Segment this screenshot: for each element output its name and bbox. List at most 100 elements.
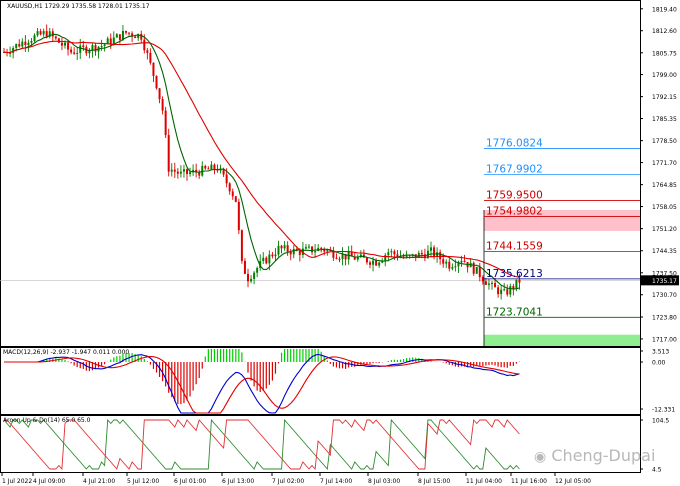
candle-body (503, 289, 506, 291)
candle-body (164, 110, 167, 136)
candle-body (146, 50, 149, 53)
time-axis-label: 6 Jul 13:00 (222, 478, 254, 485)
candle-body (359, 254, 362, 258)
candle-body (484, 281, 487, 285)
time-axis-label: 6 Jul 01:00 (174, 478, 206, 485)
level-label: 1767.9902 (486, 164, 543, 176)
candle-body (167, 135, 170, 172)
time-axis-label: 7 Jul 02:00 (272, 478, 304, 485)
candle-body (60, 42, 63, 46)
time-axis-label: 4 Jul 09:00 (33, 478, 65, 485)
price-axis-label: 1812.60 (652, 28, 677, 35)
candle-body (292, 248, 295, 255)
macd-panel (4, 349, 521, 414)
candle-body (332, 250, 335, 258)
price-axis-label: 1819.40 (652, 6, 677, 13)
candle-body (262, 257, 265, 262)
candle-body (189, 172, 192, 174)
candle-body (454, 266, 457, 268)
candle-body (247, 273, 249, 282)
candle-body (311, 246, 314, 253)
candle-body (149, 52, 152, 63)
candle-body (21, 41, 24, 47)
macd-axis-label: 0.00 (652, 360, 666, 367)
time-axis-label: 5 Jul 12:00 (127, 478, 159, 485)
candle-body (365, 257, 368, 263)
candle-body (265, 257, 268, 264)
candle-body (54, 36, 57, 39)
candle-body (219, 168, 222, 171)
price-axis-label: 1799.00 (652, 72, 677, 79)
candle-body (39, 31, 42, 35)
watermark-text: Cheng-Dupai (551, 446, 656, 465)
candle-body (222, 168, 225, 175)
candle-body (393, 251, 396, 255)
candle-body (121, 31, 124, 40)
candle-body (436, 252, 439, 257)
candle-body (497, 287, 500, 295)
candle-body (402, 256, 405, 258)
candle-body (204, 165, 207, 169)
candle-body (341, 253, 344, 260)
candle-body (140, 34, 143, 40)
candle-body (274, 254, 277, 257)
candle-body (173, 169, 176, 172)
candle-body (213, 164, 216, 170)
candle-body (57, 38, 60, 43)
price-axis-label: 1751.20 (652, 226, 677, 233)
candle-body (36, 31, 39, 36)
main-chart-title: XAUUSD,H1 1729.29 1735.58 1728.01 1735.1… (7, 3, 150, 10)
price-axis-label: 1778.50 (652, 138, 677, 145)
macd-line (4, 353, 520, 414)
candle-body (344, 253, 347, 260)
current-price-label: 1735.17 (652, 278, 677, 285)
candle-body (243, 260, 246, 274)
candle-body (253, 272, 256, 279)
aroon-panel-frame (0, 415, 641, 473)
candle-body (79, 45, 82, 53)
candle-body (103, 44, 106, 46)
macd-panel-frame (0, 347, 641, 415)
candle-body (30, 41, 33, 43)
level-label: 1776.0824 (486, 137, 543, 149)
candle-body (430, 247, 432, 251)
time-axis-label: 8 Jul 03:00 (368, 478, 400, 485)
candle-body (70, 49, 73, 53)
candle-body (231, 191, 234, 197)
candle-body (33, 35, 36, 42)
candle-body (256, 268, 259, 273)
candle-body (125, 31, 127, 33)
candle-body (112, 37, 115, 45)
aroon-panel (3, 418, 520, 471)
macd-axis-label: 3.513 (652, 349, 669, 356)
candle-body (143, 39, 146, 51)
candle-body (137, 34, 140, 39)
candle-body (515, 279, 518, 289)
candle-body (329, 250, 332, 252)
level-label: 1723.7041 (486, 306, 543, 318)
candle-body (475, 266, 478, 274)
candle-body (390, 251, 393, 253)
current-price-tag (641, 275, 679, 286)
candle-body (51, 31, 54, 37)
candle-body (91, 45, 94, 51)
candle-body (9, 52, 12, 54)
moving-averages (3, 33, 520, 290)
candle-body (234, 196, 237, 202)
price-axis-label: 1771.70 (652, 160, 677, 167)
candle-body (115, 34, 118, 38)
resistance-zone (484, 209, 640, 231)
candle-body (158, 88, 161, 100)
price-axis-label: 1723.80 (652, 314, 677, 321)
candle-body (179, 171, 182, 174)
time-axis-label: 1 Jul 2022 (2, 478, 32, 485)
candle-body (42, 31, 45, 35)
candle-body (15, 44, 18, 48)
candle-body (82, 45, 85, 47)
candle-body (64, 42, 66, 46)
watermark: ◉ Cheng-Dupai (534, 446, 655, 465)
support-zone (484, 334, 640, 346)
candle-body (326, 250, 329, 252)
candle-body (320, 247, 323, 249)
